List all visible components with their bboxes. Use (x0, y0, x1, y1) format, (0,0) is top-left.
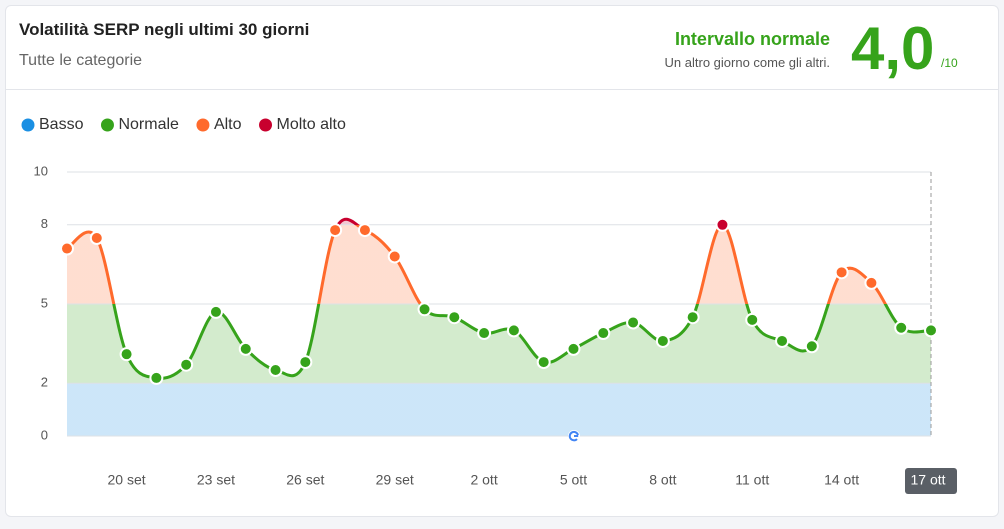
google-annotation (568, 430, 580, 442)
legend-dot (21, 118, 35, 132)
point (536, 355, 551, 370)
point (149, 370, 164, 385)
y-tick-label: 10 (34, 163, 48, 178)
x-tick-label: 8 ott (649, 472, 676, 488)
y-tick-label: 5 (41, 295, 48, 310)
point (715, 217, 730, 232)
google-icon (568, 430, 579, 442)
legend-label: Normale (118, 116, 179, 133)
point (179, 357, 194, 372)
x-label-highlight (905, 468, 957, 494)
point (268, 363, 283, 377)
legend-dot (196, 118, 210, 132)
point (596, 326, 611, 341)
y-tick-label: 0 (41, 427, 48, 442)
point (119, 347, 134, 362)
point (477, 326, 492, 341)
score: 4,0 (851, 15, 935, 82)
legend-dot (259, 118, 273, 132)
x-tick-label: 5 ott (560, 472, 587, 488)
x-tick-label: 14 ott (824, 472, 859, 488)
point (506, 323, 521, 338)
point (298, 355, 313, 370)
point (924, 323, 938, 338)
point (447, 310, 462, 325)
status-note: Un altro giorno come gli altri. (664, 55, 830, 70)
point (626, 315, 641, 330)
point (328, 223, 343, 238)
x-tick-label: 17 ott (910, 472, 945, 488)
point (566, 341, 581, 356)
point (864, 275, 879, 290)
subtitle: Tutte le categorie (19, 52, 143, 69)
point (60, 241, 74, 256)
point (804, 339, 819, 354)
point (417, 302, 432, 317)
title: Volatilità SERP negli ultimi 30 giorni (19, 20, 310, 39)
point (655, 333, 670, 348)
point (745, 312, 760, 327)
point (238, 341, 253, 356)
legend-label: Alto (214, 116, 242, 133)
legend-label: Molto alto (277, 116, 346, 133)
legend-dot (100, 118, 114, 132)
point (387, 249, 402, 264)
y-tick-label: 8 (41, 216, 48, 231)
point (208, 304, 223, 319)
point (685, 310, 700, 325)
x-tick-label: 29 set (376, 472, 414, 488)
score-scale: /10 (941, 56, 958, 70)
x-tick-label: 11 ott (735, 472, 769, 488)
point (89, 231, 104, 245)
point (775, 333, 790, 348)
x-tick-label: 23 set (197, 472, 235, 488)
header: Volatilità SERP negli ultimi 30 giorni T… (6, 6, 998, 90)
x-tick-label: 2 ott (470, 472, 497, 488)
area (67, 219, 931, 436)
x-tick-label: 20 set (108, 472, 146, 488)
y-tick-label: 2 (41, 375, 48, 390)
x-tick-label: 26 set (286, 472, 324, 488)
status: Intervallo normale (674, 29, 830, 49)
point (894, 320, 909, 335)
legend-label: Basso (39, 116, 84, 133)
point (834, 265, 849, 280)
point (357, 223, 372, 238)
